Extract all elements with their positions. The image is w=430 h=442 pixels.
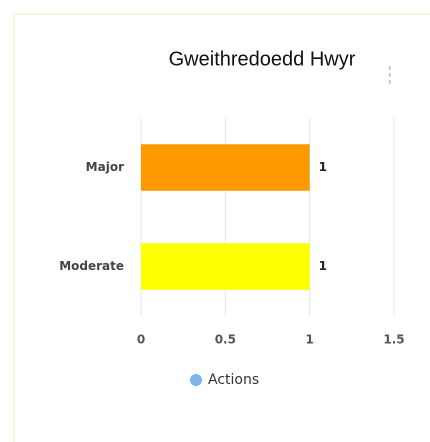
menu-dot: [389, 80, 391, 84]
card: [13, 13, 430, 442]
data-label: 1: [319, 259, 327, 273]
x-tick-label: 0: [137, 333, 145, 347]
menu-dot: [389, 73, 391, 77]
menu-icon[interactable]: [389, 66, 391, 84]
legend-marker: [190, 374, 202, 386]
legend-label: Actions: [208, 372, 259, 388]
menu-dot: [389, 66, 391, 70]
bar: [141, 243, 310, 290]
y-tick-label: Major: [86, 160, 124, 174]
y-tick-label: Moderate: [59, 259, 124, 273]
x-tick-label: 1.5: [383, 333, 404, 347]
data-label: 1: [319, 160, 327, 174]
bar: [141, 144, 310, 191]
x-tick-label: 0.5: [215, 333, 236, 347]
chart-title: Gweithredoedd Hwyr: [169, 48, 356, 70]
x-tick-label: 1: [305, 333, 313, 347]
